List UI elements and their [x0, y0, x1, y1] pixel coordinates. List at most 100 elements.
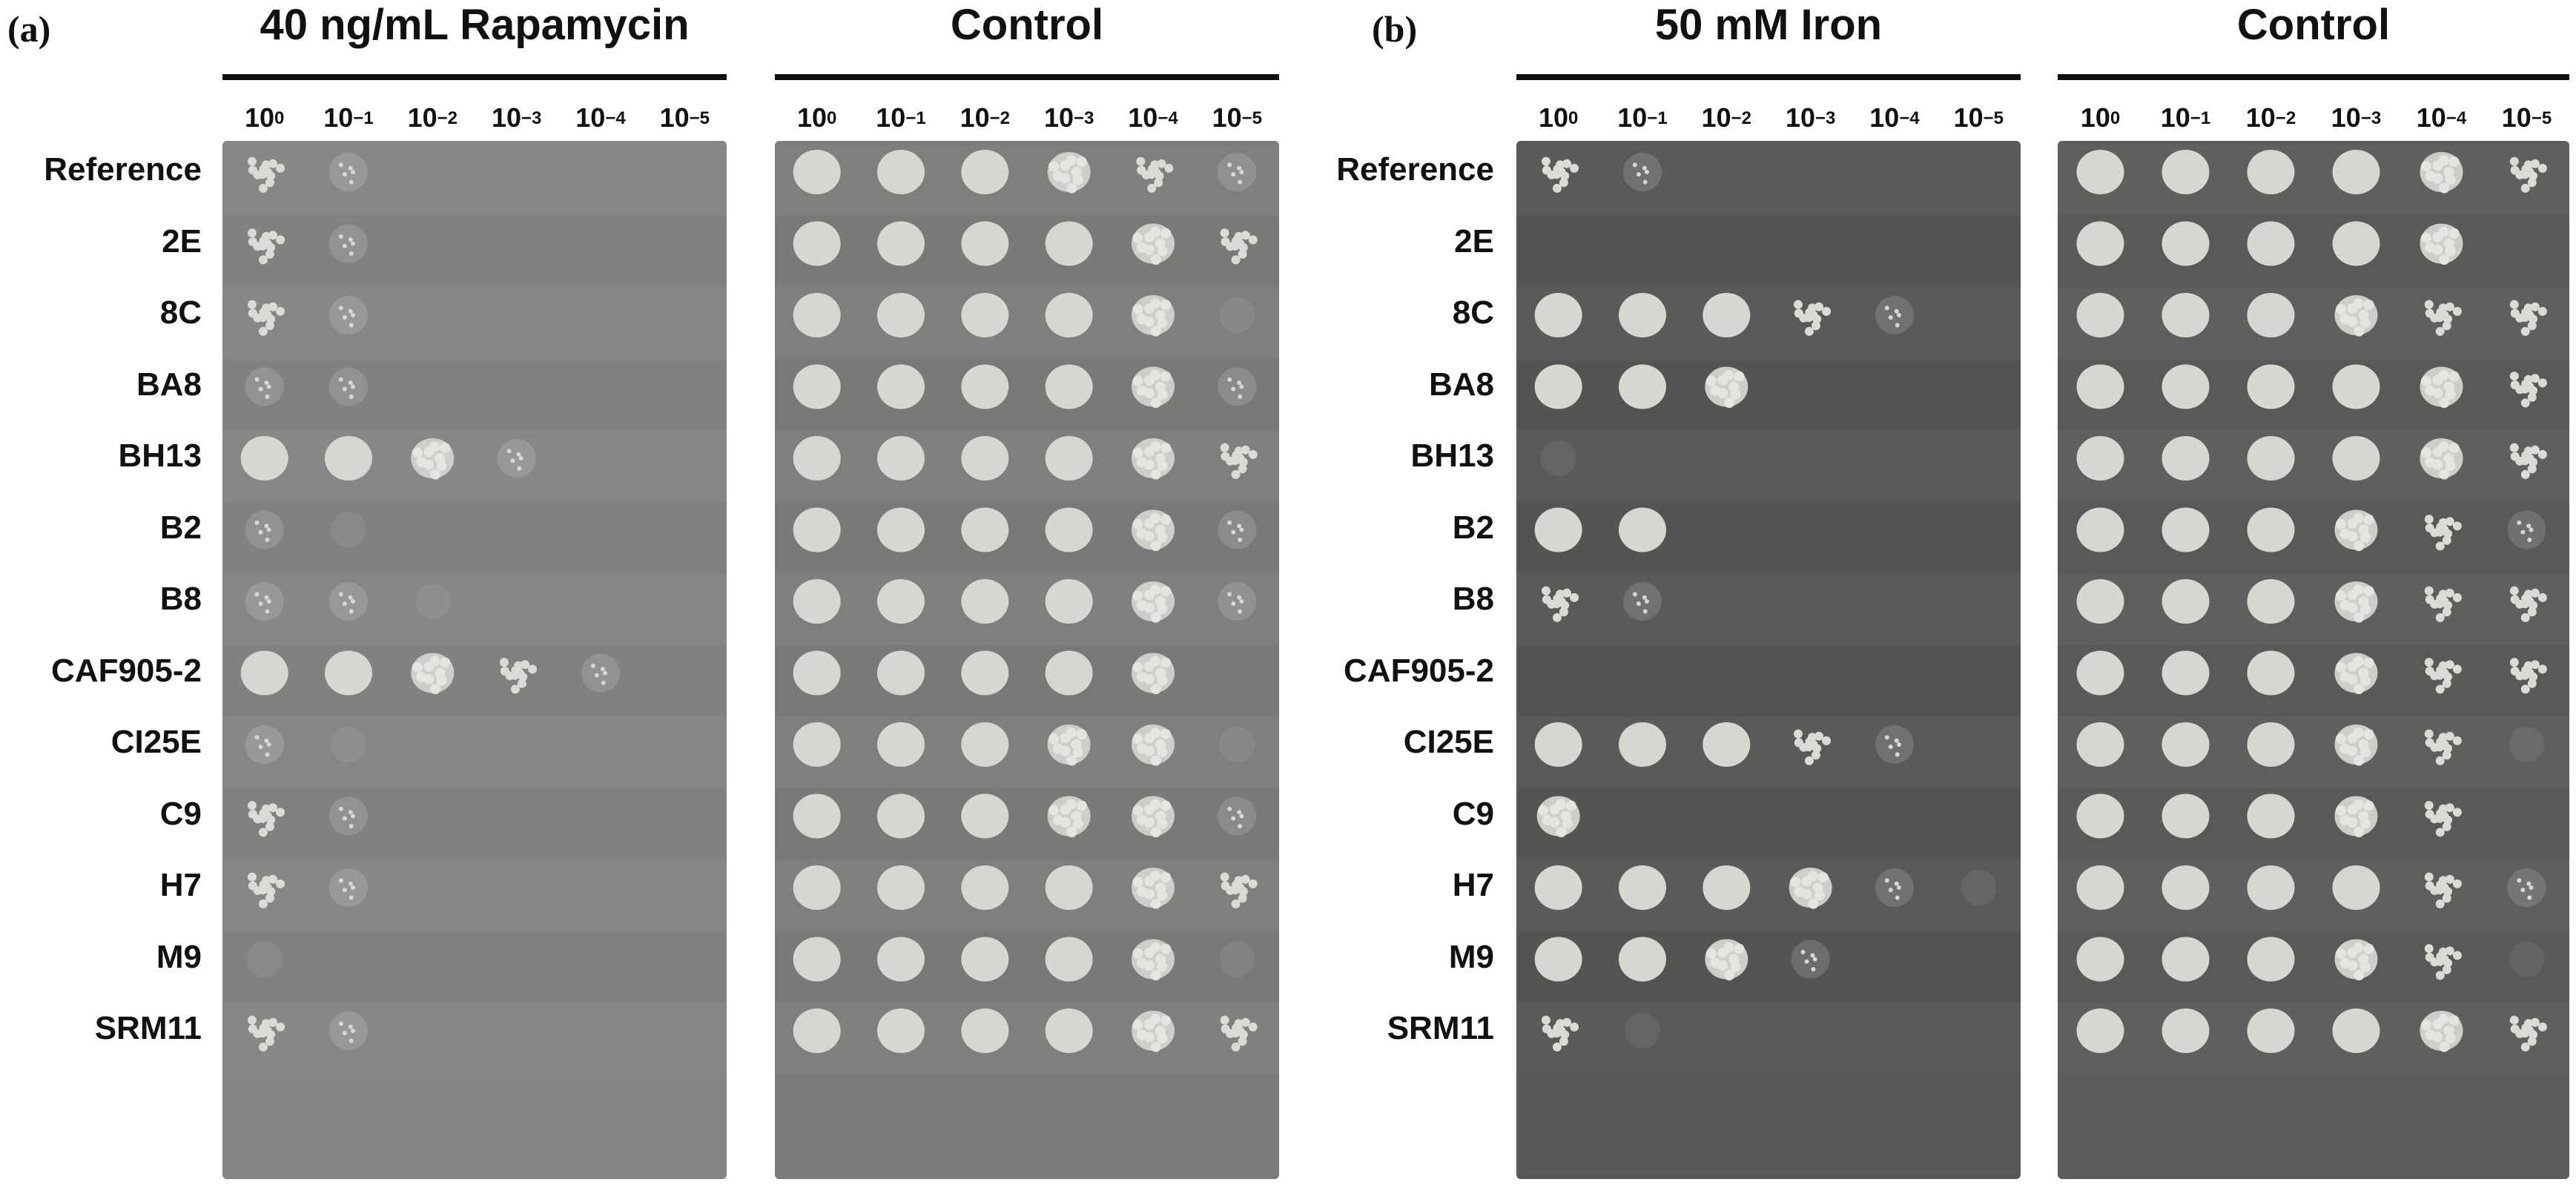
dilution-exponent: −4	[605, 108, 626, 128]
colony-spot	[961, 507, 1009, 552]
colony-spot	[1705, 366, 1748, 409]
colony-spot	[793, 865, 841, 910]
colony-spot	[2509, 372, 2547, 408]
colony-spot	[793, 579, 841, 624]
colony-spot	[246, 941, 283, 977]
strain-row-band	[222, 359, 727, 431]
colony-spot	[1132, 438, 1175, 480]
colony-spot	[793, 293, 841, 337]
agar-plate	[2058, 141, 2569, 1179]
dilution-label: 10−1	[859, 102, 942, 133]
strain-row-band	[1516, 144, 2021, 216]
dilution-exponent: −2	[437, 108, 458, 128]
colony-spot	[1132, 653, 1175, 695]
colony-spot	[2334, 295, 2378, 337]
colony-spot	[961, 650, 1009, 696]
colony-spot	[1793, 729, 1832, 765]
colony-spot	[1541, 156, 1579, 193]
strain-label: B8	[1452, 581, 1494, 617]
colony-spot	[793, 722, 841, 767]
colony-spot	[793, 1009, 841, 1053]
colony-spot	[2076, 937, 2124, 982]
colony-spot	[1703, 722, 1751, 767]
strain-row-band	[775, 287, 1279, 359]
dilution-exponent: −2	[2275, 108, 2296, 128]
colony-spot	[1132, 724, 1175, 766]
dilution-base: 10	[1617, 102, 1648, 133]
strain-row-band	[2058, 573, 2569, 645]
strain-label: Reference	[1336, 151, 1494, 188]
colony-spot	[961, 221, 1009, 266]
colony-spot	[877, 150, 925, 194]
strain-row-band	[222, 430, 727, 502]
colony-spot	[2509, 1015, 2547, 1052]
strain-label: CI25E	[110, 724, 202, 760]
colony-spot	[1219, 941, 1255, 977]
dilution-label: 10−4	[558, 102, 642, 133]
colony-spot	[247, 1015, 285, 1052]
colony-spot	[1132, 223, 1175, 265]
colony-spot	[1619, 364, 1666, 409]
colony-spot	[1220, 1015, 1258, 1052]
colony-spot	[877, 1009, 925, 1053]
dilution-label: 100	[2058, 102, 2143, 133]
colony-spot	[961, 865, 1009, 910]
dilution-exponent: −1	[353, 108, 374, 128]
colony-spot	[2332, 221, 2380, 266]
colony-spot	[2076, 579, 2124, 624]
strain-label: 8C	[1452, 294, 1494, 331]
colony-spot	[2332, 364, 2380, 409]
strain-row-band	[222, 716, 727, 788]
dilution-label: 10−1	[1600, 102, 1684, 133]
strain-row-band	[1516, 430, 2021, 502]
dilution-exponent: −5	[1983, 108, 2004, 128]
colony-spot	[2076, 221, 2124, 266]
colony-spot	[877, 937, 925, 982]
strain-row-band	[775, 144, 1279, 216]
colony-spot	[1534, 865, 1582, 910]
colony-spot	[497, 439, 536, 478]
colony-spot	[2507, 510, 2546, 549]
colony-spot	[329, 153, 368, 191]
dilution-label: 100	[1516, 102, 1600, 133]
colony-spot	[1534, 293, 1582, 337]
colony-spot	[1534, 507, 1582, 552]
colony-spot	[1705, 939, 1748, 981]
colony-spot	[1623, 582, 1662, 621]
colony-spot	[2420, 1011, 2463, 1052]
colony-spot	[2509, 941, 2545, 977]
strain-row-band	[775, 788, 1279, 860]
dilution-base: 10	[323, 102, 354, 133]
colony-spot	[1793, 300, 1832, 336]
colony-spot	[1045, 865, 1093, 910]
dilution-label: 10−1	[2143, 102, 2228, 133]
dilution-exponent: −2	[989, 108, 1011, 128]
strain-label: SRM11	[94, 1010, 202, 1046]
colony-spot	[1132, 868, 1175, 909]
strain-label: BA8	[136, 366, 202, 403]
colony-spot	[877, 221, 925, 266]
dilution-exponent: 0	[827, 108, 837, 128]
panel-letter: (b)	[1372, 8, 1418, 50]
dilution-base: 10	[796, 102, 827, 133]
colony-spot	[2420, 223, 2463, 265]
strain-row-band	[2058, 502, 2569, 574]
dilution-label: 10−4	[1111, 102, 1195, 133]
colony-spot	[2076, 650, 2124, 696]
colony-spot	[877, 507, 925, 552]
colony-spot	[247, 872, 285, 908]
strain-row-band	[1516, 573, 2021, 645]
strain-row-band	[2058, 1003, 2569, 1075]
colony-spot	[2247, 436, 2295, 481]
colony-spot	[1875, 868, 1914, 907]
colony-spot	[877, 865, 925, 910]
colony-spot	[2076, 150, 2124, 194]
colony-spot	[877, 436, 925, 481]
colony-spot	[2076, 293, 2124, 337]
colony-spot	[2161, 1009, 2210, 1053]
colony-spot	[2334, 653, 2378, 695]
colony-spot	[2247, 793, 2295, 839]
strain-row-band	[1516, 502, 2021, 574]
colony-spot	[2424, 872, 2462, 908]
colony-spot	[2076, 722, 2124, 767]
